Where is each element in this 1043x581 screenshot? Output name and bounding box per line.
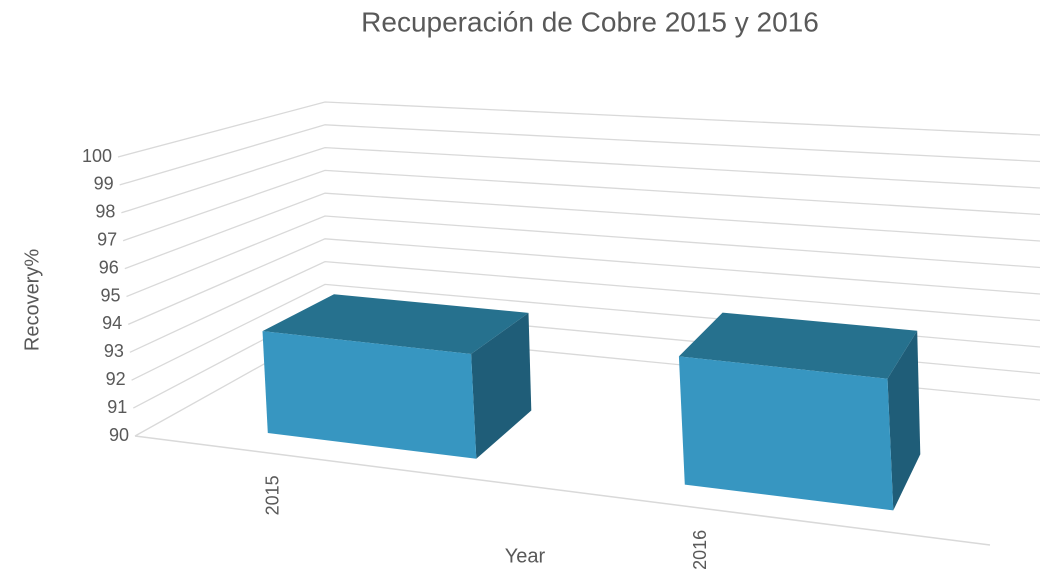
grid-line bbox=[121, 146, 1041, 214]
floor-edge bbox=[134, 435, 991, 546]
bar bbox=[262, 294, 532, 459]
grid-line bbox=[124, 192, 1041, 270]
y-tick-label: 99 bbox=[94, 174, 114, 194]
x-axis-title: Year bbox=[505, 545, 546, 567]
y-tick-label: 100 bbox=[82, 146, 112, 166]
y-tick-label: 93 bbox=[104, 341, 124, 361]
bar bbox=[678, 312, 921, 511]
grid-line bbox=[122, 169, 1041, 242]
grid-line bbox=[127, 238, 1041, 325]
y-tick-label: 91 bbox=[107, 397, 127, 417]
bar-front bbox=[262, 331, 477, 459]
x-tick-label: 2016 bbox=[690, 530, 710, 570]
bar-side bbox=[887, 330, 921, 511]
bar-side bbox=[471, 312, 532, 459]
y-tick-label: 90 bbox=[109, 425, 129, 445]
x-tick-label: 2015 bbox=[263, 475, 283, 515]
y-tick-label: 97 bbox=[97, 229, 117, 249]
y-tick-label: 95 bbox=[100, 285, 120, 305]
bar-top bbox=[262, 294, 529, 354]
y-tick-label: 94 bbox=[102, 313, 122, 333]
y-tick-label: 96 bbox=[99, 257, 119, 277]
grid-line bbox=[126, 215, 1041, 298]
y-tick-label: 98 bbox=[95, 202, 115, 222]
y-axis-title: Recovery% bbox=[21, 249, 43, 351]
chart-title: Recuperación de Cobre 2015 y 2016 bbox=[361, 6, 819, 37]
grid-line bbox=[119, 124, 1041, 186]
y-tick-label: 92 bbox=[106, 369, 126, 389]
grid-line bbox=[129, 260, 1041, 353]
bar-front bbox=[678, 356, 894, 511]
bar-top bbox=[678, 312, 918, 379]
grid-line bbox=[117, 101, 1041, 158]
